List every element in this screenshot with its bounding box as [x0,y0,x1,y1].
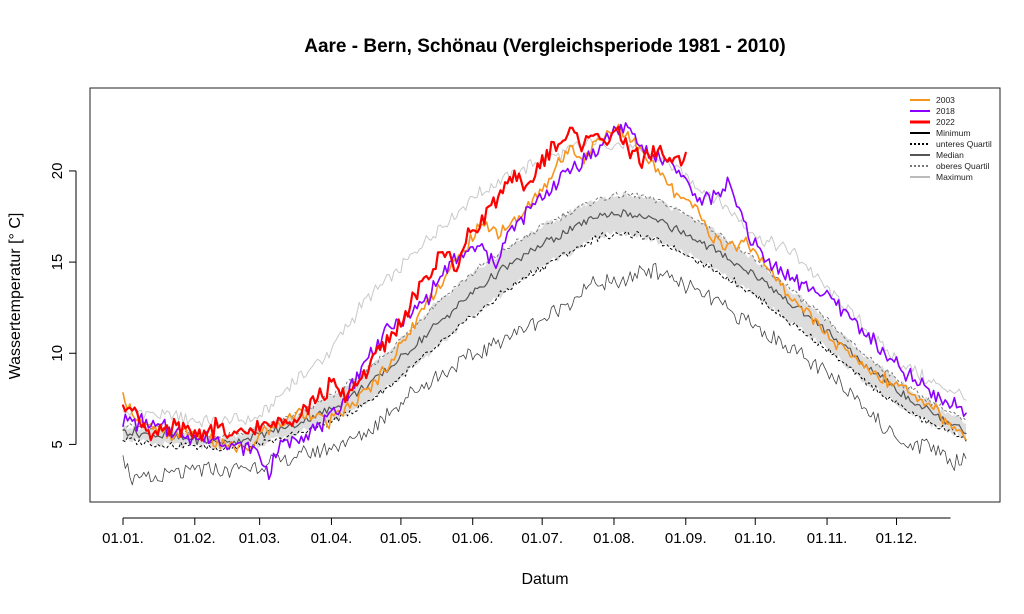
quartile-band [123,191,966,451]
x-tick-label: 01.09. [665,530,707,547]
series-line-2022 [121,125,687,442]
legend-label: oberes Quartil [936,161,989,171]
legend-label: 2018 [936,106,955,116]
x-axis-label: Datum [521,571,568,588]
y-tick-label: 5 [49,440,66,448]
y-axis-label: Wassertemperatur [° C] [7,213,24,380]
y-tick-label: 10 [49,345,66,362]
x-tick-label: 01.12. [876,530,918,547]
series-line-oberes-quartil [122,190,967,440]
x-tick-label: 01.04. [311,530,353,547]
x-tick-label: 01.06. [452,530,494,547]
x-tick-label: 01.10. [734,530,776,547]
series-group [121,122,967,486]
x-tick-label: 01.03. [239,530,281,547]
quartile-band-area [123,191,966,451]
series-line-minimum [122,263,967,486]
y-tick-label: 15 [49,254,66,271]
legend-label: unteres Quartil [936,139,992,149]
legend-label: Median [936,150,964,160]
x-tick-label: 01.02. [174,530,216,547]
series-line-2018 [122,122,967,481]
series-line-2003 [122,123,967,453]
chart-title: Aare - Bern, Schönau (Vergleichsperiode … [304,36,786,57]
x-tick-label: 01.05. [380,530,422,547]
series-line-maximum [122,135,967,429]
legend-label: 2022 [936,117,955,127]
x-tick-label: 01.07. [521,530,563,547]
legend-label: Minimum [936,128,970,138]
axes: 01.01. 01.02. 01.03. 01.04. 01.05. 01.06. 01.0… [49,163,951,547]
x-tick-label: 01.08. [593,530,635,547]
series-line-unteres-quartil [122,231,967,452]
x-tick-label: 01.11. [807,530,848,547]
x-tick-label: 01.01. [102,530,144,547]
legend-label: Maximum [936,172,973,182]
legend-label: 2003 [936,95,955,105]
y-tick-label: 20 [49,163,66,180]
